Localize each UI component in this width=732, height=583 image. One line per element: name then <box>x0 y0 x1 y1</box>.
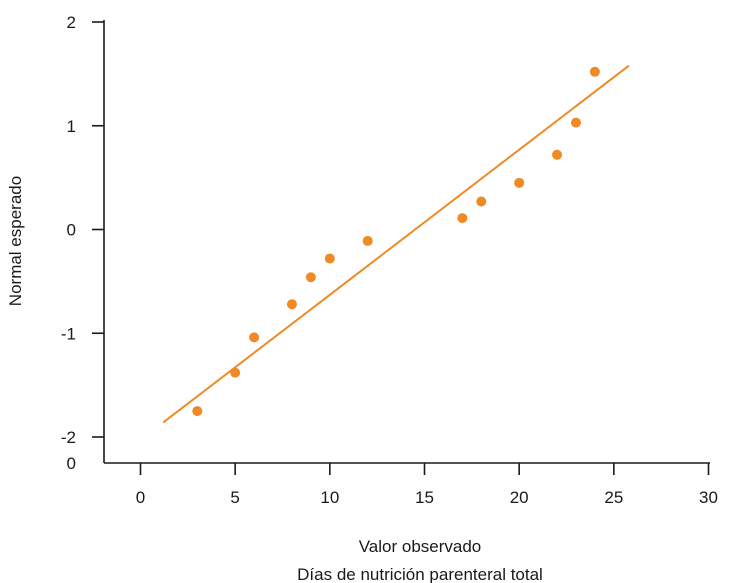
y-tick-label: 2 <box>67 13 76 32</box>
fit-line <box>162 64 630 424</box>
y-ticks: -2 -1 0 1 2 <box>61 13 104 447</box>
data-point <box>552 149 563 160</box>
x-tick-label: 20 <box>510 488 529 507</box>
data-point <box>570 117 581 128</box>
y-tick-label: 0 <box>67 221 76 240</box>
data-point <box>286 299 297 310</box>
data-points <box>192 66 600 417</box>
data-point <box>230 367 241 378</box>
x-tick-label: 25 <box>604 488 623 507</box>
data-point <box>324 253 335 264</box>
x-ticks: 0 5 10 15 20 25 30 <box>136 463 718 507</box>
origin-label: 0 <box>67 454 76 473</box>
data-point <box>249 332 260 343</box>
x-tick-label: 15 <box>415 488 434 507</box>
x-axis-title: Valor observado <box>359 537 482 556</box>
data-point <box>589 66 600 77</box>
axes: 0 <box>67 20 710 473</box>
data-point <box>192 406 203 417</box>
fit-line-group <box>162 64 630 424</box>
x-tick-label: 0 <box>136 488 145 507</box>
x-tick-label: 5 <box>230 488 239 507</box>
data-point <box>457 213 468 224</box>
data-point <box>476 196 487 207</box>
x-axis-subtitle: Días de nutrición parenteral total <box>297 565 543 583</box>
y-tick-label: 1 <box>67 117 76 136</box>
x-tick-label: 30 <box>699 488 718 507</box>
y-tick-label: -1 <box>61 324 76 343</box>
y-tick-label: -2 <box>61 428 76 447</box>
x-tick-label: 10 <box>320 488 339 507</box>
y-axis-title: Normal esperado <box>6 176 25 306</box>
data-point <box>362 235 373 246</box>
data-point <box>305 272 316 283</box>
data-point <box>514 177 525 188</box>
